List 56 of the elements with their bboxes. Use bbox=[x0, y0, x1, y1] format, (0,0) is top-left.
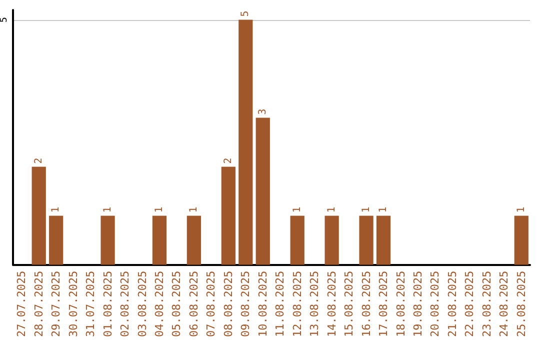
x-tick-label: 31.07.2025 bbox=[84, 270, 98, 338]
x-tick-label: 20.08.2025 bbox=[428, 270, 442, 338]
x-tick-label: 16.08.2025 bbox=[360, 270, 373, 338]
data-label: 1 bbox=[292, 206, 303, 213]
x-tick-label: 23.08.2025 bbox=[480, 270, 494, 338]
bar bbox=[514, 216, 528, 265]
data-label: 1 bbox=[154, 206, 165, 213]
data-label: 1 bbox=[516, 206, 527, 213]
data-label: 3 bbox=[257, 108, 268, 115]
x-tick-label: 01.08.2025 bbox=[101, 270, 114, 338]
bar bbox=[186, 216, 202, 265]
x-tick-label: 02.08.2025 bbox=[118, 270, 132, 338]
x-tick-label: 06.08.2025 bbox=[187, 270, 200, 338]
x-tick-label: 18.08.2025 bbox=[394, 270, 408, 338]
x-tick-label: 13.08.2025 bbox=[308, 270, 322, 338]
x-tick-label: 10.08.2025 bbox=[256, 270, 270, 338]
x-tick-label: 19.08.2025 bbox=[411, 270, 424, 338]
x-tick-label: 05.08.2025 bbox=[170, 270, 184, 338]
data-label: 2 bbox=[222, 158, 234, 164]
bar bbox=[376, 216, 391, 265]
x-tick-label: 30.07.2025 bbox=[66, 270, 80, 338]
data-label: 1 bbox=[188, 206, 200, 213]
bar bbox=[32, 166, 46, 265]
x-tick-label: 22.08.2025 bbox=[463, 270, 476, 338]
bar bbox=[290, 216, 304, 265]
x-tick-label: 09.08.2025 bbox=[239, 270, 252, 338]
bar bbox=[49, 216, 64, 265]
data-label: 1 bbox=[50, 206, 62, 213]
x-tick-label: 27.07.2025 bbox=[15, 270, 28, 338]
data-label: 2 bbox=[33, 158, 44, 164]
x-tick-label: 07.08.2025 bbox=[204, 270, 218, 338]
bar bbox=[359, 216, 374, 265]
x-tick-label: 14.08.2025 bbox=[325, 270, 338, 338]
bar bbox=[238, 20, 253, 265]
x-tick-label: 24.08.2025 bbox=[498, 270, 511, 338]
x-tick-label: 12.08.2025 bbox=[290, 270, 304, 338]
data-label: 1 bbox=[102, 206, 114, 213]
bar bbox=[221, 166, 236, 265]
x-tick-label: 25.08.2025 bbox=[514, 270, 528, 338]
x-tick-label: 21.08.2025 bbox=[446, 270, 459, 338]
x-tick-label: 15.08.2025 bbox=[342, 270, 356, 338]
bar bbox=[100, 216, 115, 265]
x-tick-label: 08.08.2025 bbox=[222, 270, 235, 338]
bar bbox=[152, 216, 167, 265]
data-label: 1 bbox=[326, 206, 338, 213]
x-tick-label: 03.08.2025 bbox=[136, 270, 149, 338]
bar bbox=[256, 118, 270, 265]
data-label: 1 bbox=[378, 206, 390, 213]
x-tick-label: 04.08.2025 bbox=[152, 270, 166, 338]
x-tick-label: 29.07.2025 bbox=[50, 270, 63, 338]
data-label: 5 bbox=[240, 10, 252, 17]
bar bbox=[324, 216, 339, 265]
x-tick-label: 11.08.2025 bbox=[274, 270, 287, 338]
x-tick-label: 28.07.2025 bbox=[32, 270, 46, 338]
data-label: 1 bbox=[360, 206, 372, 213]
x-tick-label: 17.08.2025 bbox=[377, 270, 390, 338]
